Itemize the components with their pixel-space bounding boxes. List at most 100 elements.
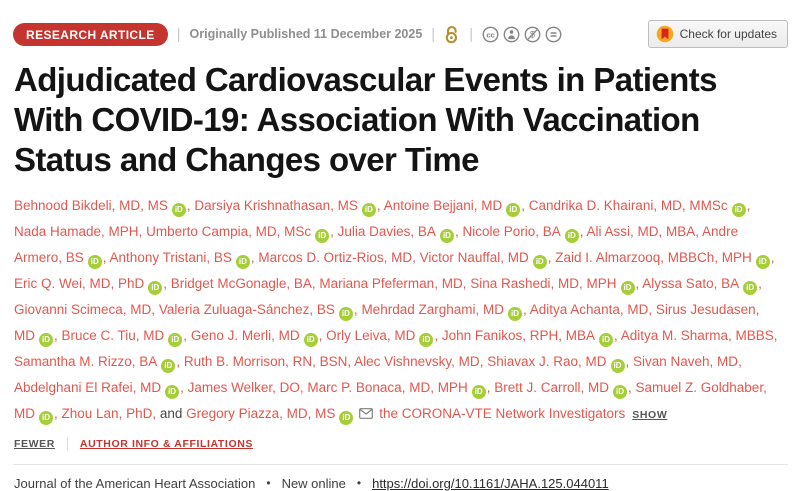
orcid-icon[interactable]: iD [161,358,176,373]
author-separator: , [151,301,159,317]
orcid-icon[interactable]: iD [419,332,434,347]
author-link[interactable]: Aditya Achanta, MD [529,301,649,317]
orcid-icon[interactable]: iD [165,384,180,399]
orcid-icon[interactable]: iD [148,280,163,295]
author-link[interactable]: Orly Leiva, MD [326,327,416,343]
author-separator: , [412,249,420,265]
orcid-icon[interactable]: iD [610,358,625,373]
fewer-toggle[interactable]: FEWER [14,437,55,450]
author-link[interactable]: Nada Hamade, MPH [14,223,139,239]
author-link[interactable]: Mehrdad Zarghami, MD [361,301,504,317]
check-for-updates-button[interactable]: Check for updates [647,20,788,48]
author-link[interactable]: Anthony Tristani, BS [109,249,232,265]
author-link[interactable]: Shiavax J. Rao, MD [487,353,607,369]
author-separator: , [54,327,62,343]
author-link[interactable]: Ali Assi, MD, MBA [586,223,696,239]
author-link[interactable]: Alec Vishnevsky, MD [354,353,480,369]
author-link[interactable]: Antoine Bejjani, MD [383,197,503,213]
author-link[interactable]: Abdelghani El Rafei, MD [14,379,162,395]
orcid-icon[interactable]: iD [612,384,627,399]
orcid-icon[interactable]: iD [506,202,521,217]
author-link[interactable]: Zaid I. Almarzooq, MBBCh, MPH [555,249,752,265]
author-link[interactable]: Brett J. Carroll, MD [494,379,609,395]
cc-nc-icon: $ [524,26,541,42]
author-link[interactable]: Behnood Bikdeli, MD, MS [14,197,168,213]
email-icon[interactable] [359,407,374,419]
orcid-icon[interactable]: iD [339,410,354,425]
author-info-affiliations-link[interactable]: AUTHOR INFO & AFFILIATIONS [79,437,254,450]
author-separator: , [547,249,556,265]
orcid-icon[interactable]: iD [235,254,250,269]
orcid-icon[interactable]: iD [171,202,186,217]
author-separator: , [454,223,463,239]
author-link[interactable]: Valeria Zuluaga-Sánchez, BS [158,301,335,317]
orcid-icon[interactable]: iD [39,332,53,347]
orcid-icon[interactable]: iD [39,410,53,425]
bullet: • [356,476,362,491]
author-link[interactable]: Darsiya Krishnathasan, MS [194,197,358,213]
orcid-icon[interactable]: iD [439,228,454,243]
author-separator: , [523,301,530,317]
author-link[interactable]: Ruth B. Morrison, RN, BSN [183,353,348,369]
author-separator: , [186,197,195,213]
doi-link[interactable]: https://doi.org/10.1161/JAHA.125.044011 [372,475,609,491]
bullet: • [266,476,271,491]
check-for-updates-label: Check for updates [679,27,777,41]
author-block: Behnood Bikdeli, MD, MS iD, Darsiya Krish… [14,193,782,428]
author-link[interactable]: Victor Nauffal, MD [419,249,529,265]
author-link[interactable]: Sivan Naveh, MD [633,353,739,369]
orcid-icon[interactable]: iD [532,254,547,269]
author-separator: , [176,353,184,369]
cc-nd-icon [545,26,562,42]
author-separator: , [311,275,320,291]
author-link[interactable]: Julia Davies, BA [337,223,436,239]
orcid-icon[interactable]: iD [168,332,183,347]
author-link[interactable]: Andre Armero, BS [14,223,739,265]
author-link[interactable]: Bruce C. Tiu, MD [61,327,165,343]
author-link[interactable]: Giovanni Scimeca, MD [14,301,152,317]
author-link[interactable]: Nicole Porio, BA [462,223,561,239]
group-author-link[interactable]: the CORONA-VTE Network Investigators [379,405,626,421]
author-separator: , [318,327,327,343]
author-separator: , [521,197,529,213]
author-link[interactable]: Sina Rashedi, MD, MPH [470,275,617,291]
author-link[interactable]: Zhou Lan, PhD [61,405,153,421]
orcid-icon[interactable]: iD [620,280,635,295]
orcid-icon[interactable]: iD [338,306,353,321]
author-separator: , [738,353,742,369]
show-toggle[interactable]: SHOW [632,408,668,421]
author-link[interactable]: Geno J. Merli, MD [190,327,300,343]
cc-license-link[interactable]: cc $ [482,26,562,43]
author-link[interactable]: Marcos D. Ortiz-Rios, MD [258,249,413,265]
author-link[interactable]: Gregory Piazza, MD, MS [186,405,336,421]
vertical-divider [66,436,68,451]
orcid-icon[interactable]: iD [303,332,318,347]
orcid-icon[interactable]: iD [755,254,770,269]
author-link[interactable]: Candrika D. Khairani, MD, MMSc [528,197,728,213]
crossmark-icon [656,25,674,43]
orcid-icon[interactable]: iD [361,202,376,217]
author-link[interactable]: Umberto Campia, MD, MSc [146,223,312,239]
author-link[interactable]: James Welker, DO [187,379,300,395]
author-separator: , [486,379,495,395]
author-link[interactable]: Eric Q. Wei, MD, PhD [14,275,145,291]
orcid-icon[interactable]: iD [564,228,579,243]
orcid-icon[interactable]: iD [731,202,746,217]
author-link[interactable]: Sirus Jesudasen, MD [14,301,760,343]
orcid-icon[interactable]: iD [471,384,486,399]
author-link[interactable]: Samuel Z. Goldhaber, MD [14,379,767,421]
author-link[interactable]: Bridget McGonagle, BA [170,275,312,291]
orcid-icon[interactable]: iD [743,280,758,295]
orcid-icon[interactable]: iD [508,306,522,321]
author-link[interactable]: Alyssa Sato, BA [642,275,740,291]
author-link[interactable]: Mariana Pfeferman, MD [319,275,463,291]
author-link[interactable]: John Fanikos, RPH, MBA [441,327,595,343]
author-link[interactable]: Aditya M. Sharma, MBBS [620,327,774,343]
orcid-icon[interactable]: iD [598,332,613,347]
orcid-icon[interactable]: iD [315,228,330,243]
author-link[interactable]: Marc P. Bonaca, MD, MPH [307,379,468,395]
author-link[interactable]: Samantha M. Rizzo, BA [14,353,158,369]
open-access-icon [444,25,460,44]
author-separator: , [627,379,636,395]
orcid-icon[interactable]: iD [87,254,102,269]
